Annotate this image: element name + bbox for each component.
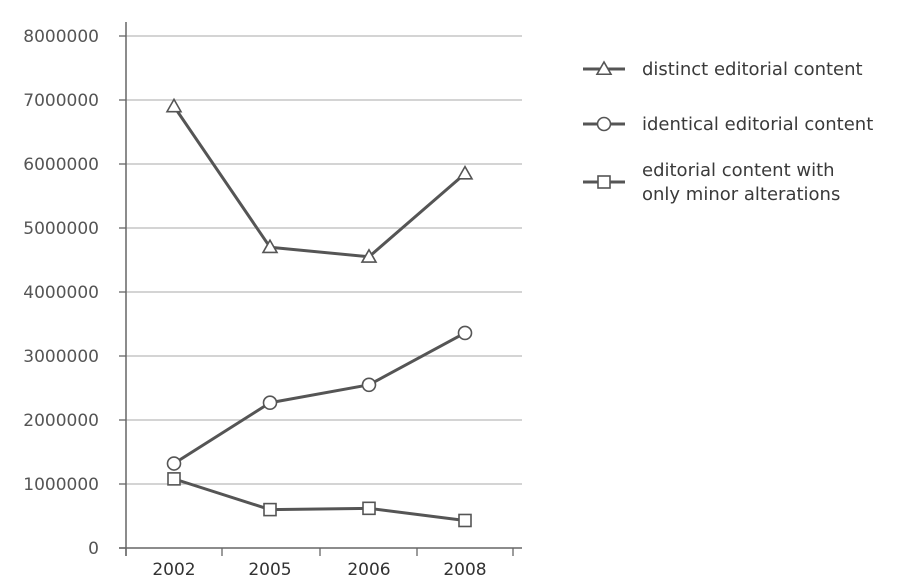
series-square [167,472,472,528]
y-tick-label: 7000000 [23,91,99,111]
legend-item: identical editorial content [583,114,873,135]
y-tick-label: 3000000 [23,347,99,367]
legend-marker-square [597,175,611,189]
legend-label: only minor alterations [642,184,840,205]
axes [119,22,522,556]
y-tick-label: 8000000 [23,27,99,47]
x-tick-label: 2008 [443,560,486,577]
legend-label: identical editorial content [642,114,873,135]
series-line [173,331,466,465]
y-tick-label: 1000000 [23,475,99,495]
data-point-square [263,502,277,517]
x-tick-label: 2005 [248,560,291,577]
data-point-square [167,472,181,486]
data-point-circle [457,325,473,341]
data-point-square [458,513,472,528]
legend: distinct editorial content identical edit… [583,59,873,205]
data-point-circle [166,456,182,471]
x-tick-label: 2006 [347,560,390,577]
legend-item: distinct editorial content [583,59,863,80]
data-point-triangle [360,248,378,263]
legend-marker-triangle [595,60,613,76]
y-tick-label: 6000000 [23,155,99,175]
legend-label: distinct editorial content [642,59,863,80]
y-tick-label: 2000000 [23,411,99,431]
series-circle [166,325,473,471]
y-tick-label: 4000000 [23,283,99,303]
legend-label: editorial content with [642,160,835,181]
y-tick-label: 5000000 [23,219,99,239]
data-point-circle [262,395,278,411]
x-tick-label: 2002 [152,560,195,577]
y-axis-tick-labels: 0 1000000 2000000 3000000 4000000 5000000 6000… [23,27,99,559]
series-triangle [165,97,474,263]
series-line [172,105,466,259]
data-point-square [362,501,376,516]
series-line [173,477,466,522]
data-point-triangle [261,238,279,254]
data-point-triangle [456,164,474,180]
x-axis-tick-labels: 2002 2005 2006 2008 [152,560,486,577]
data-point-circle [361,377,377,393]
y-tick-label: 0 [88,539,99,559]
data-point-triangle [165,97,183,113]
series-layer [165,97,474,528]
legend-item: editorial content with only minor alterat… [583,160,840,205]
legend-marker-circle [596,116,612,132]
